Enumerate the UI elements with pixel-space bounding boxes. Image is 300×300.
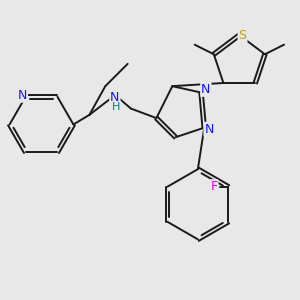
Text: N: N — [18, 89, 27, 102]
Text: F: F — [210, 180, 218, 193]
Text: S: S — [238, 28, 247, 42]
Text: N: N — [204, 123, 214, 136]
Text: N: N — [201, 83, 211, 96]
Text: N: N — [110, 92, 120, 104]
Text: H: H — [112, 102, 121, 112]
